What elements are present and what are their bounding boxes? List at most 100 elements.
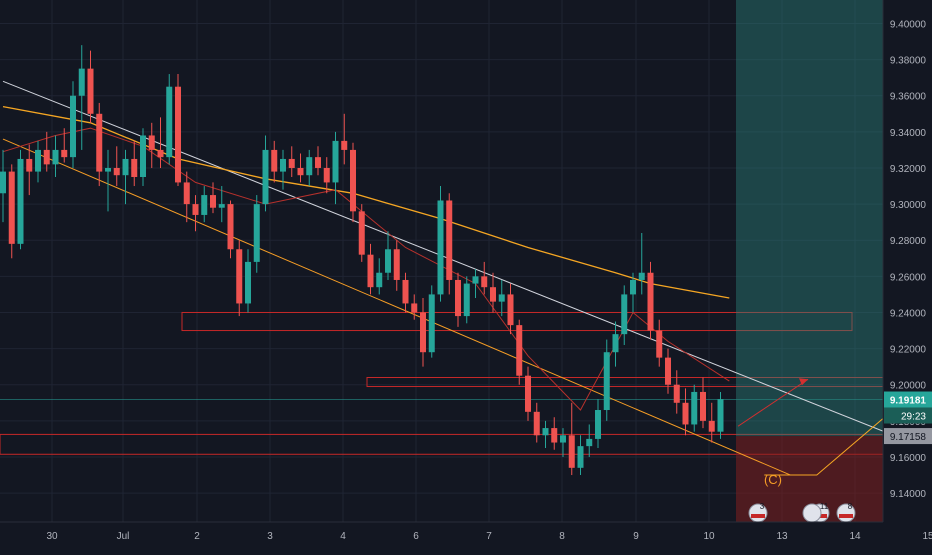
candle-body: [525, 375, 531, 412]
candle-body: [175, 86, 181, 183]
candle-body: [376, 272, 383, 288]
channel-line-lower: [2, 138, 791, 476]
candle-body: [665, 357, 671, 385]
candle-body: [183, 182, 190, 205]
candle-body: [437, 200, 444, 295]
y-tick-label: 9.24000: [890, 308, 927, 319]
candle-body: [26, 158, 33, 172]
candle-body: [131, 158, 138, 178]
target-box: [736, 0, 883, 522]
y-tick-label: 9.28000: [890, 236, 927, 247]
flag-icon-stripe: [751, 514, 765, 518]
flag-icon-stripe: [839, 514, 853, 518]
current-price-label: 9.19181: [890, 396, 927, 407]
x-tick-label: 3: [267, 531, 273, 542]
candle-body: [533, 411, 540, 436]
candle-body: [673, 384, 680, 403]
x-tick-label: 2: [194, 531, 200, 542]
y-tick-label: 9.40000: [890, 19, 927, 30]
x-tick-label: 14: [849, 531, 861, 542]
candle-body: [253, 204, 260, 262]
candle-body: [227, 204, 234, 250]
candle-body: [472, 276, 479, 284]
candle-body: [358, 211, 365, 255]
y-tick-label: 9.30000: [890, 200, 927, 211]
flag-icon: [748, 503, 768, 523]
wave-label: (C): [764, 472, 782, 487]
countdown-label: 29:23: [901, 412, 926, 423]
candle-body: [0, 171, 6, 194]
candles: [0, 45, 724, 476]
candle-body: [446, 200, 453, 280]
candle-body: [280, 158, 286, 172]
candle-body: [35, 149, 41, 172]
candle-body: [560, 435, 566, 443]
x-tick-label: 30: [46, 531, 58, 542]
candle-body: [630, 279, 636, 295]
candle-body: [17, 158, 24, 244]
y-axis[interactable]: 9.140009.160009.180009.200009.220009.240…: [882, 0, 932, 550]
candle-body: [463, 283, 470, 317]
current-price-badge: [884, 391, 932, 408]
candle-body: [577, 446, 584, 468]
candle-body: [393, 249, 400, 280]
event-badge-count: 8: [848, 502, 853, 511]
previous-close-badge: [884, 428, 932, 445]
target-zone-box: [736, 0, 883, 437]
candle-body: [157, 149, 164, 158]
candle-body: [385, 249, 391, 273]
candle-body: [78, 68, 85, 96]
candle-body: [166, 86, 173, 158]
x-tick-label: 4: [340, 531, 346, 542]
event-badge-count: 11: [820, 502, 829, 511]
candle-body: [262, 149, 269, 205]
candle-body: [507, 294, 514, 326]
candle-body: [52, 149, 59, 165]
candle-body: [43, 149, 50, 165]
candle-body: [350, 149, 356, 212]
candle-body: [428, 294, 435, 353]
x-tick-label: Jul: [117, 531, 130, 542]
candle-body: [192, 204, 199, 215]
candle-body: [455, 279, 461, 317]
candle-body: [306, 157, 313, 176]
candle-body: [490, 287, 496, 302]
candle-body: [612, 334, 619, 353]
x-tick-label: 9: [633, 531, 639, 542]
candle-body: [621, 294, 628, 335]
countdown-badge: [884, 407, 932, 424]
y-tick-label: 9.32000: [890, 164, 927, 175]
x-tick-label: 13: [776, 531, 788, 542]
candle-body: [96, 113, 103, 172]
candle-body: [105, 167, 111, 172]
x-tick-label: 15: [922, 531, 932, 542]
candle-body: [245, 261, 251, 304]
candle-body: [516, 325, 523, 376]
candle-body: [481, 276, 488, 288]
candle-body: [201, 195, 208, 215]
candle-body: [140, 135, 146, 178]
candle-body: [586, 438, 593, 447]
candle-body: [603, 352, 610, 411]
y-tick-label: 9.16000: [890, 453, 927, 464]
y-tick-label: 9.34000: [890, 128, 927, 139]
candle-body: [691, 391, 698, 425]
candle-body: [708, 420, 715, 432]
candle-body: [122, 158, 129, 176]
candle-body: [411, 303, 418, 313]
candle-body: [87, 68, 94, 114]
y-tick-label: 9.20000: [890, 381, 927, 392]
candle-body: [148, 135, 155, 150]
candle-body: [700, 391, 706, 421]
candle-body: [542, 428, 549, 436]
candle-body: [70, 95, 76, 158]
event-badge-count: 3: [760, 502, 765, 511]
x-axis[interactable]: 30 Jul 2 3 4 6 7 8 9 10 13 14 15: [0, 521, 932, 550]
candle-body: [551, 428, 558, 443]
y-tick-label: 9.38000: [890, 56, 927, 67]
candle-body: [568, 435, 575, 468]
candle-body: [647, 272, 654, 331]
candle-body: [595, 410, 601, 439]
